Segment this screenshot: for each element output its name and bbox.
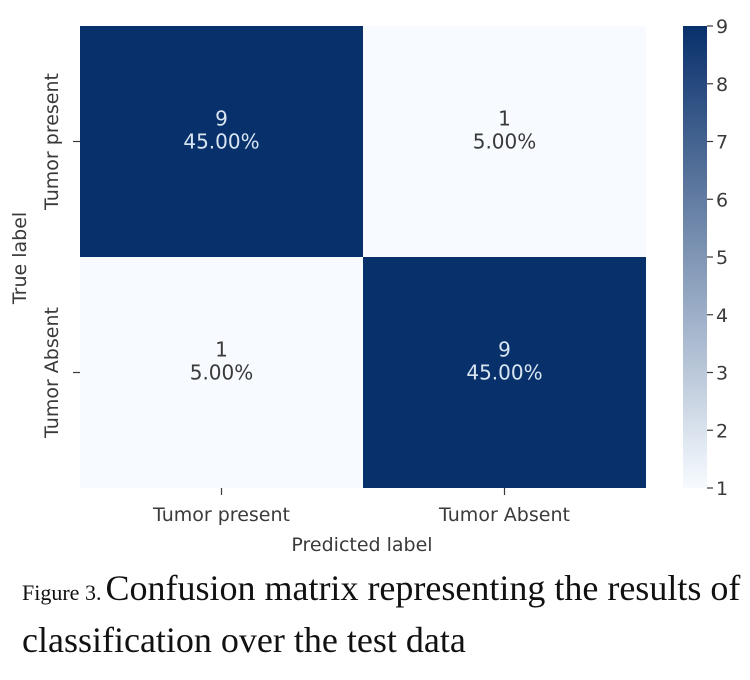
x-tick-label: Tumor Absent [438,504,570,526]
y-tick-label: Tumor present [41,73,63,211]
x-axis-ticks: Tumor present Tumor Absent [152,488,570,526]
cell-percent-label: 5.00% [190,361,254,385]
colorbar-tick-label: 6 [716,189,728,211]
cell-count-label: 1 [215,338,228,362]
y-axis-label: True label [9,212,31,305]
heatmap-cell [80,257,363,488]
colorbar: 1 2 3 4 5 6 7 8 9 [683,16,728,500]
colorbar-tick-label: 9 [716,16,728,38]
cell-count-label: 9 [498,338,511,362]
y-axis-ticks: Tumor present Tumor Absent [41,73,80,439]
colorbar-tick-label: 1 [716,478,728,500]
x-axis-label: Predicted label [291,534,432,556]
cell-count-label: 9 [215,107,228,131]
figure-caption: Figure 3. Confusion matrix representing … [22,566,742,670]
cell-percent-label: 45.00% [183,130,259,154]
colorbar-tick-label: 5 [716,247,728,269]
cell-percent-label: 45.00% [466,361,542,385]
confusion-matrix-chart: 945.00%15.00%15.00%945.00% Tumor present… [9,16,728,556]
caption-text: Confusion matrix representing the result… [22,568,741,660]
heatmap-cells: 945.00%15.00%15.00%945.00% [80,26,646,488]
colorbar-tick-label: 4 [716,305,728,327]
colorbar-tick-label: 2 [716,420,728,442]
colorbar-tick-label: 8 [716,74,728,96]
figure-label: Figure 3. [22,580,102,605]
colorbar-gradient [683,26,707,488]
y-tick-label: Tumor Absent [41,307,63,439]
x-tick-label: Tumor present [152,504,290,526]
heatmap-cell [363,26,646,257]
colorbar-tick-label: 3 [716,363,728,385]
heatmap-cell [363,257,646,488]
cell-percent-label: 5.00% [473,130,537,154]
cell-count-label: 1 [498,107,511,131]
heatmap-cell [80,26,363,257]
colorbar-tick-label: 7 [716,132,728,154]
